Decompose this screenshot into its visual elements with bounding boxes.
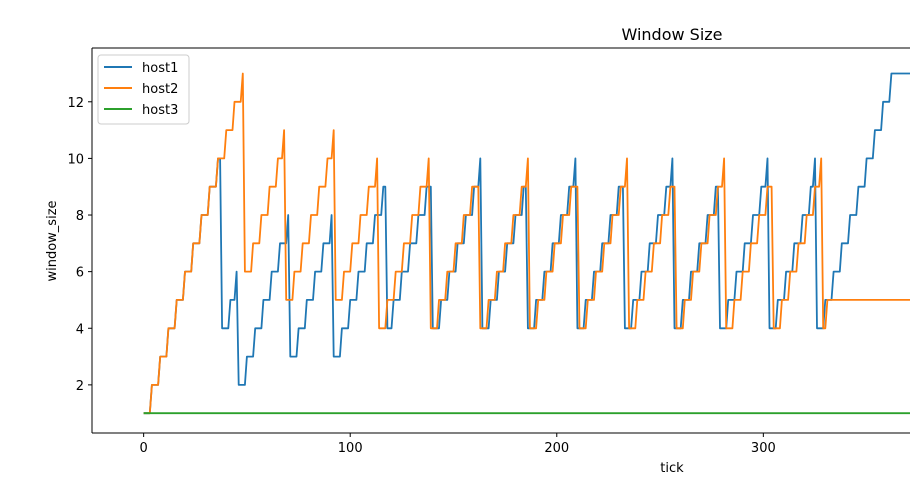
x-tick-label: 200 <box>544 441 569 456</box>
chart-title: Window Size <box>621 25 722 44</box>
plot-background <box>92 48 910 433</box>
plot-area <box>92 48 910 433</box>
y-tick-label: 8 <box>76 209 84 224</box>
x-axis-title: tick <box>660 461 684 476</box>
series-layer <box>143 72 910 415</box>
x-tick-label: 100 <box>338 441 363 456</box>
legend-label-host2: host2 <box>142 82 178 97</box>
legend-label-host3: host3 <box>142 103 178 118</box>
y-tick-label: 4 <box>76 322 84 337</box>
x-tick-label: 0 <box>140 441 148 456</box>
legend-frame <box>97 54 190 125</box>
axes-layer: 0 100 200 300 2 4 6 8 10 12 <box>67 47 910 456</box>
y-tick-label: 6 <box>76 266 84 281</box>
x-tick-label: 300 <box>751 441 776 456</box>
series-line-host2 <box>143 72 910 415</box>
legend: host1 host2 host3 <box>97 54 190 125</box>
y-tick-label: 2 <box>76 379 84 394</box>
y-tick-label: 12 <box>67 96 84 111</box>
y-axis-title: window_size <box>45 200 60 281</box>
legend-label-host1: host1 <box>142 61 178 76</box>
y-tick-label: 10 <box>67 152 84 167</box>
